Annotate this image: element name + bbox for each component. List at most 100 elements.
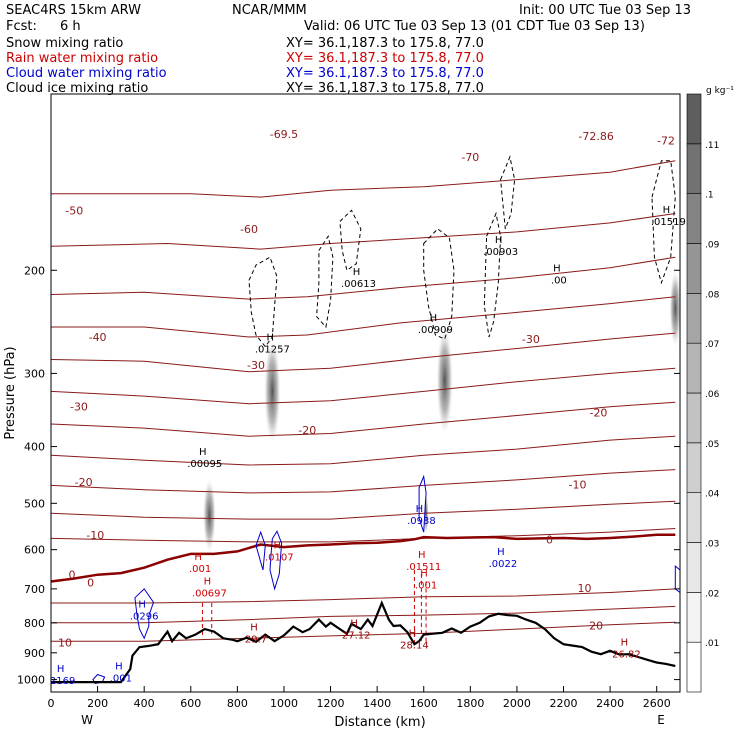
y-tick-label-4: 600	[24, 544, 45, 557]
max-value-18: 26.82	[612, 650, 641, 661]
isotherm-6	[50, 401, 676, 437]
cloud-water-contour-2	[269, 530, 283, 591]
isotherm-11	[51, 588, 676, 604]
max-value-19: .001	[110, 674, 132, 685]
x-tick-label-10: 2000	[503, 697, 531, 710]
snow-contour-0	[248, 256, 278, 348]
max-marker-0: H	[267, 332, 275, 343]
snow-contour-1	[316, 235, 334, 329]
isotherm-label-6: -40	[89, 331, 107, 344]
max-value-1: .00613	[341, 279, 376, 290]
isotherm-label-16: 0	[87, 576, 94, 589]
isotherm-label-11: -20	[589, 407, 607, 420]
cloud-water-contour-0	[134, 588, 155, 640]
x-tick-label-4: 800	[227, 697, 248, 710]
max-value-15: 29.7	[245, 634, 267, 645]
ice-shade-4	[669, 270, 682, 347]
max-value-0: .01257	[255, 344, 290, 355]
model-title: SEAC4RS 15km ARW	[6, 3, 142, 18]
max-marker-19: H	[115, 662, 123, 673]
isotherm-9	[50, 500, 676, 520]
isotherm-label-7: -30	[247, 359, 265, 372]
max-value-13: .001	[415, 580, 437, 591]
colorbar-label-3: .04	[705, 490, 720, 500]
isotherm-7	[50, 435, 676, 466]
max-value-2: .00909	[418, 325, 453, 336]
cloud-water-contour-3	[418, 474, 427, 533]
legend-cloud-ice-label: Cloud ice mixing ratio	[6, 81, 149, 96]
snow-contour-4	[483, 211, 502, 338]
colorbar-box-5	[686, 392, 702, 444]
legend-rain-xy: XY= 36.1,187.3 to 175.8, 77.0	[286, 51, 484, 66]
max-marker-18: H	[621, 638, 629, 649]
max-marker-11: H	[274, 540, 282, 551]
max-marker-5: H	[663, 205, 671, 216]
isotherm-8	[50, 469, 676, 494]
colorbar-box-8	[686, 243, 702, 294]
max-value-20: 2169	[50, 676, 75, 687]
contour-labels: -70 -72.86 -72 -69.5 -50 -60 -40 -30 -30 -30 -20 -2…	[50, 128, 686, 687]
isotherm-label-3: -69.5	[270, 128, 298, 141]
isotherm-label-19: 10	[58, 636, 72, 649]
colorbar-label-7: .08	[705, 290, 720, 300]
colorbar-box-6	[686, 342, 702, 394]
isotherm-4	[50, 332, 676, 373]
x-tick-label-6: 1200	[317, 697, 345, 710]
colorbar-label-6: .07	[705, 340, 719, 350]
cloud-water-contour-1	[255, 530, 266, 571]
colorbar-box-3	[686, 492, 702, 543]
x-axis-east-label: E	[657, 713, 665, 727]
max-marker-12: H	[418, 550, 426, 561]
colorbar-label-4: .05	[705, 440, 719, 450]
isotherm-label-14: -10	[86, 529, 104, 542]
y-tick-label-0: 200	[24, 264, 45, 277]
isotherm-label-10: -20	[298, 424, 316, 437]
isotherm-label-9: -30	[70, 401, 88, 414]
max-marker-3: H	[495, 235, 503, 246]
colorbar-label-0: .01	[705, 639, 719, 649]
isotherm-label-2: -72	[657, 134, 675, 147]
max-marker-6: H	[199, 447, 207, 458]
colorbar-box-7	[686, 293, 702, 344]
isotherm-label-8: -30	[522, 333, 540, 346]
colorbar-box-2	[686, 542, 702, 593]
isotherm-5	[50, 367, 676, 405]
x-tick-label-11: 2200	[550, 697, 578, 710]
max-value-11: .0107	[265, 552, 294, 563]
isotherm-label-5: -60	[240, 223, 258, 236]
max-marker-4: H	[553, 263, 561, 274]
max-value-4: .00	[551, 275, 567, 286]
legend-cloud-water-label: Cloud water mixing ratio	[6, 66, 167, 81]
ice-shade-0	[264, 338, 281, 444]
y-axis-label: Pressure (hPa)	[3, 346, 18, 439]
colorbar-label-8: .09	[705, 241, 720, 251]
colorbar-box-9	[686, 193, 702, 244]
colorbar-label-10: .11	[705, 141, 719, 151]
max-value-17: 28.14	[400, 641, 429, 652]
y-tick-label-7: 900	[24, 647, 45, 660]
valid-time: Valid: 06 UTC Tue 03 Sep 13 (01 CDT Tue …	[304, 19, 645, 34]
isotherm-0	[51, 160, 676, 198]
max-marker-14: H	[138, 599, 146, 610]
colorbar-box-0	[686, 641, 702, 693]
colorbar-label-5: .06	[705, 390, 720, 400]
plot-frame	[50, 93, 681, 693]
max-marker-15: H	[250, 622, 258, 633]
y-tick-label-2: 400	[24, 441, 45, 454]
colorbar-box-10	[686, 143, 702, 194]
institution-label: NCAR/MMM	[232, 3, 307, 18]
colorbar-box-11	[686, 93, 702, 145]
x-tick-label-8: 1600	[410, 697, 438, 710]
y-tick-label-5: 700	[24, 583, 45, 596]
isotherm-1	[50, 213, 676, 250]
isotherm-label-15: 0	[546, 533, 553, 546]
colorbar-label-2: .03	[705, 540, 719, 550]
x-tick-label-0: 0	[48, 697, 55, 710]
ice-shade-1	[436, 327, 453, 434]
colorbar: .01 .02 .03 .04 .05 .06 .07 .08 .09 .1 .11	[686, 93, 720, 693]
y-tick-label-6: 800	[24, 617, 45, 630]
colorbar-box-1	[686, 592, 702, 643]
x-axis-west-label: W	[81, 713, 93, 727]
max-value-8: .0022	[489, 559, 518, 570]
